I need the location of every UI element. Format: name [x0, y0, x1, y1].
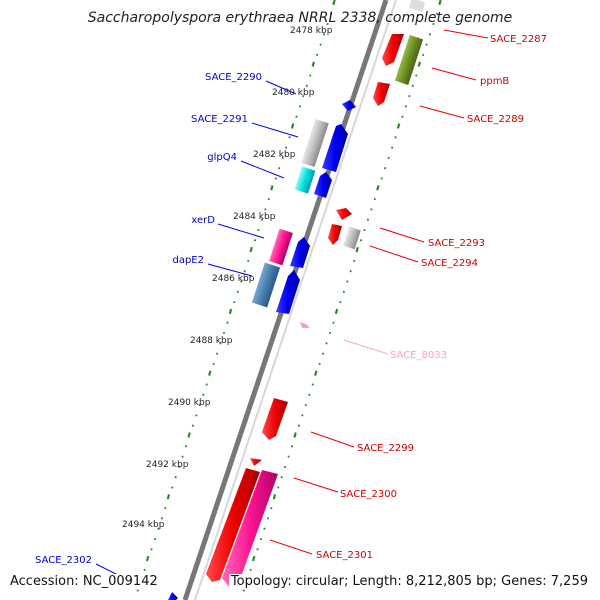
gene-label-sace-8033[interactable]: SACE_8033 [390, 350, 447, 361]
gene-sace-8033[interactable] [300, 322, 310, 328]
tick-label: 2488 kbp [190, 336, 233, 346]
gene-label-sace-2302[interactable]: SACE_2302 [35, 555, 92, 566]
gene-label-sace-2294[interactable]: SACE_2294 [421, 258, 478, 269]
major-tick [417, 61, 422, 67]
gene-xerd-pink[interactable] [269, 228, 293, 266]
right-gene-labels: SACE_2287 ppmB SACE_2289 SACE_2293 SACE_… [316, 34, 547, 561]
gene-label-sace-2290[interactable]: SACE_2290 [205, 72, 262, 83]
tick-label: 2490 kbp [168, 398, 211, 408]
gene-label-sace-2300[interactable]: SACE_2300 [340, 489, 397, 500]
tick-label: 2494 kbp [122, 520, 165, 530]
gene-label-sace-2301[interactable]: SACE_2301 [316, 550, 373, 561]
tick-ring-left [136, 0, 336, 592]
gene-sace-2287-top[interactable] [408, 0, 426, 12]
genome-backbone-inner [194, 0, 397, 600]
major-tick [272, 494, 277, 500]
tick-label: 2478 kbp [290, 26, 333, 36]
major-tick [249, 246, 253, 253]
map-title: Saccharopolyspora erythraea NRRL 2338, c… [87, 10, 513, 26]
accession-label: Accession: NC_009142 [8, 574, 160, 589]
major-tick [145, 555, 150, 562]
gene-sace-2293[interactable] [328, 224, 342, 245]
topology-label: Topology: circular; Length: 8,212,805 bp… [228, 574, 590, 589]
gene-xerd[interactable] [290, 237, 310, 268]
gene-sace-2294[interactable] [343, 226, 361, 250]
gene-sace-2290[interactable] [342, 100, 356, 111]
right-leader-sace-8033 [343, 339, 389, 355]
gene-glpq4-cyan[interactable] [294, 166, 316, 194]
gene-sace-2293-a[interactable] [336, 208, 352, 220]
gene-sace-2289[interactable] [373, 82, 390, 106]
gene-label-ppmb[interactable]: ppmB [480, 76, 509, 87]
major-tick [270, 185, 274, 191]
plus-strand-genes [168, 100, 356, 600]
tick-label: 2492 kbp [146, 460, 189, 470]
gene-label-xerd[interactable]: xerD [191, 215, 215, 226]
left-leaders [95, 80, 299, 583]
major-tick [187, 432, 191, 438]
gene-label-sace-2289[interactable]: SACE_2289 [467, 114, 524, 125]
gene-sace-2301[interactable] [222, 470, 278, 588]
left-gene-labels: SACE_2290 SACE_2291 glpQ4 xerD dapE2 SAC… [35, 72, 262, 566]
major-tick [376, 185, 380, 191]
major-tick [251, 555, 256, 562]
gene-sace-2302[interactable] [168, 592, 178, 600]
major-tick [228, 308, 233, 315]
gene-sace-2291-gray[interactable] [301, 118, 329, 168]
tick-ring-right [242, 0, 442, 592]
gene-label-sace-2299[interactable]: SACE_2299 [357, 443, 414, 454]
major-tick [332, 0, 336, 6]
major-tick [311, 61, 316, 67]
gene-dape2[interactable] [276, 270, 300, 314]
right-leaders [269, 29, 489, 555]
tick-label: 2482 kbp [253, 150, 296, 160]
major-tick [208, 370, 212, 376]
major-tick [396, 123, 401, 129]
gene-glpq4[interactable] [314, 172, 332, 198]
tick-label: 2486 kbp [212, 274, 255, 284]
major-tick [293, 432, 297, 438]
tick-label: 2484 kbp [233, 212, 276, 222]
gene-ppmb[interactable] [394, 35, 424, 85]
gene-sace-2299[interactable] [262, 398, 288, 440]
major-tick [334, 308, 339, 315]
gene-label-dape2[interactable]: dapE2 [172, 255, 204, 266]
major-tick [314, 370, 318, 376]
gene-sace-2300[interactable] [206, 468, 260, 582]
gene-label-sace-2291[interactable]: SACE_2291 [191, 114, 248, 125]
gene-sace-2291[interactable] [322, 124, 348, 172]
gene-label-sace-2293[interactable]: SACE_2293 [428, 238, 485, 249]
gene-sace-2287[interactable] [382, 34, 404, 66]
gene-sace-2300-a[interactable] [250, 458, 262, 466]
major-tick [438, 0, 442, 6]
gene-label-sace-2287[interactable]: SACE_2287 [490, 34, 547, 45]
major-tick [355, 246, 359, 253]
major-tick [290, 123, 295, 129]
gene-dape2-steel[interactable] [251, 262, 281, 308]
minus-strand-genes [206, 0, 426, 588]
major-tick [166, 494, 171, 500]
tick-labels: 2478 kbp 2480 kbp 2482 kbp 2484 kbp 2486… [122, 26, 333, 530]
gene-label-glpq4[interactable]: glpQ4 [207, 152, 237, 163]
